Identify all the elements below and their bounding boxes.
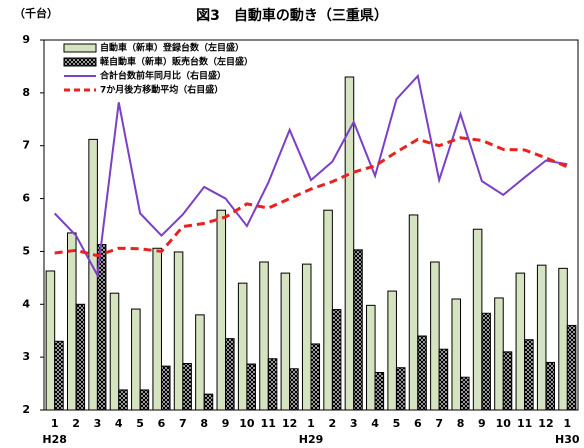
bar [408,214,419,411]
bar [225,338,235,411]
line [53,73,568,279]
legend-label: 自動車（新車）登録台数（左目盛） [100,42,244,54]
bar [66,232,77,411]
x-tick-label: 10 [496,417,512,430]
bar [387,290,397,411]
bar [118,389,128,411]
x-tick-label: 12 [538,417,553,430]
bar [259,261,269,411]
bar [280,272,291,411]
bar [301,263,312,411]
bar [173,251,184,411]
bar [451,298,462,411]
bar [109,292,120,411]
x-tick-label: 5 [136,417,144,430]
bar [289,368,299,411]
bar [558,267,568,411]
bar [267,358,278,411]
x-group-label: H29 [299,433,324,446]
bar [374,371,385,411]
x-group-label: H28 [42,433,67,446]
bar [545,361,556,411]
bar [536,264,547,411]
bar [494,297,504,411]
x-tick-label: 5 [393,417,401,430]
x-tick-label: 9 [222,417,230,430]
x-tick-label: 2 [72,417,80,430]
x-tick-label: 7 [435,417,443,430]
bar [203,393,214,411]
bar [182,362,192,411]
y-tick-label: 7 [22,139,30,152]
bar [481,312,491,411]
bar [131,308,141,411]
bar [323,209,333,411]
bar [152,247,162,411]
legend-label: 軽自動車（新車）販売台数（左目盛） [100,56,253,68]
x-tick-label: 7 [179,417,187,430]
y-axis-label: （千台） [14,6,58,20]
x-tick-label: 4 [115,417,123,430]
bar [438,348,449,411]
bar [45,270,56,411]
bar [366,304,376,411]
bar [75,303,86,411]
bar [566,324,577,411]
x-tick-label: 6 [414,417,422,430]
bar [430,261,440,411]
x-tick-label: 11 [261,417,276,430]
bar [515,272,526,411]
x-tick-label: 9 [478,417,486,430]
x-tick-label: 8 [457,417,465,430]
x-tick-label: 1 [51,417,59,430]
x-tick-label: 11 [517,417,532,430]
x-tick-label: 3 [94,417,102,430]
bar [139,389,150,411]
bar [502,351,513,411]
y-tick-label: 2 [22,403,30,416]
x-tick-label: 1 [307,417,315,430]
y-tick-label: 8 [22,86,30,99]
bar [216,209,227,411]
bar [344,76,355,411]
legend-swatch [63,43,97,53]
bar [246,363,256,411]
line [54,136,568,258]
x-tick-label: 3 [350,417,358,430]
bar [472,228,483,411]
bar [195,314,205,411]
y-tick-label: 9 [22,33,30,46]
x-tick-label: 6 [158,417,166,430]
bar [331,309,342,411]
chart-title: 図3 自動車の動き（三重県） [196,7,388,24]
bar [417,335,427,411]
bar [160,365,171,411]
bar [353,249,363,411]
bar [524,339,534,411]
bar [237,282,248,411]
y-tick-label: 5 [22,244,30,257]
y-tick-label: 6 [22,192,30,205]
x-tick-label: 8 [200,417,208,430]
legend-label: 合計台数前年同月比（右目盛） [100,70,226,82]
x-tick-label: 12 [282,417,297,430]
y-tick-label: 3 [22,350,30,363]
x-group-label: H30 [555,433,580,446]
legend-swatch [63,57,97,67]
bar [460,376,470,411]
bar [395,367,406,411]
y-tick-label: 4 [22,297,30,310]
x-tick-label: 2 [329,417,337,430]
bar [310,343,321,411]
legend-label: 7か月後方移動平均（右目盛） [100,84,223,96]
x-tick-label: 1 [563,417,571,430]
x-tick-label: 4 [371,417,379,430]
x-tick-label: 10 [239,417,255,430]
bar [54,340,64,411]
